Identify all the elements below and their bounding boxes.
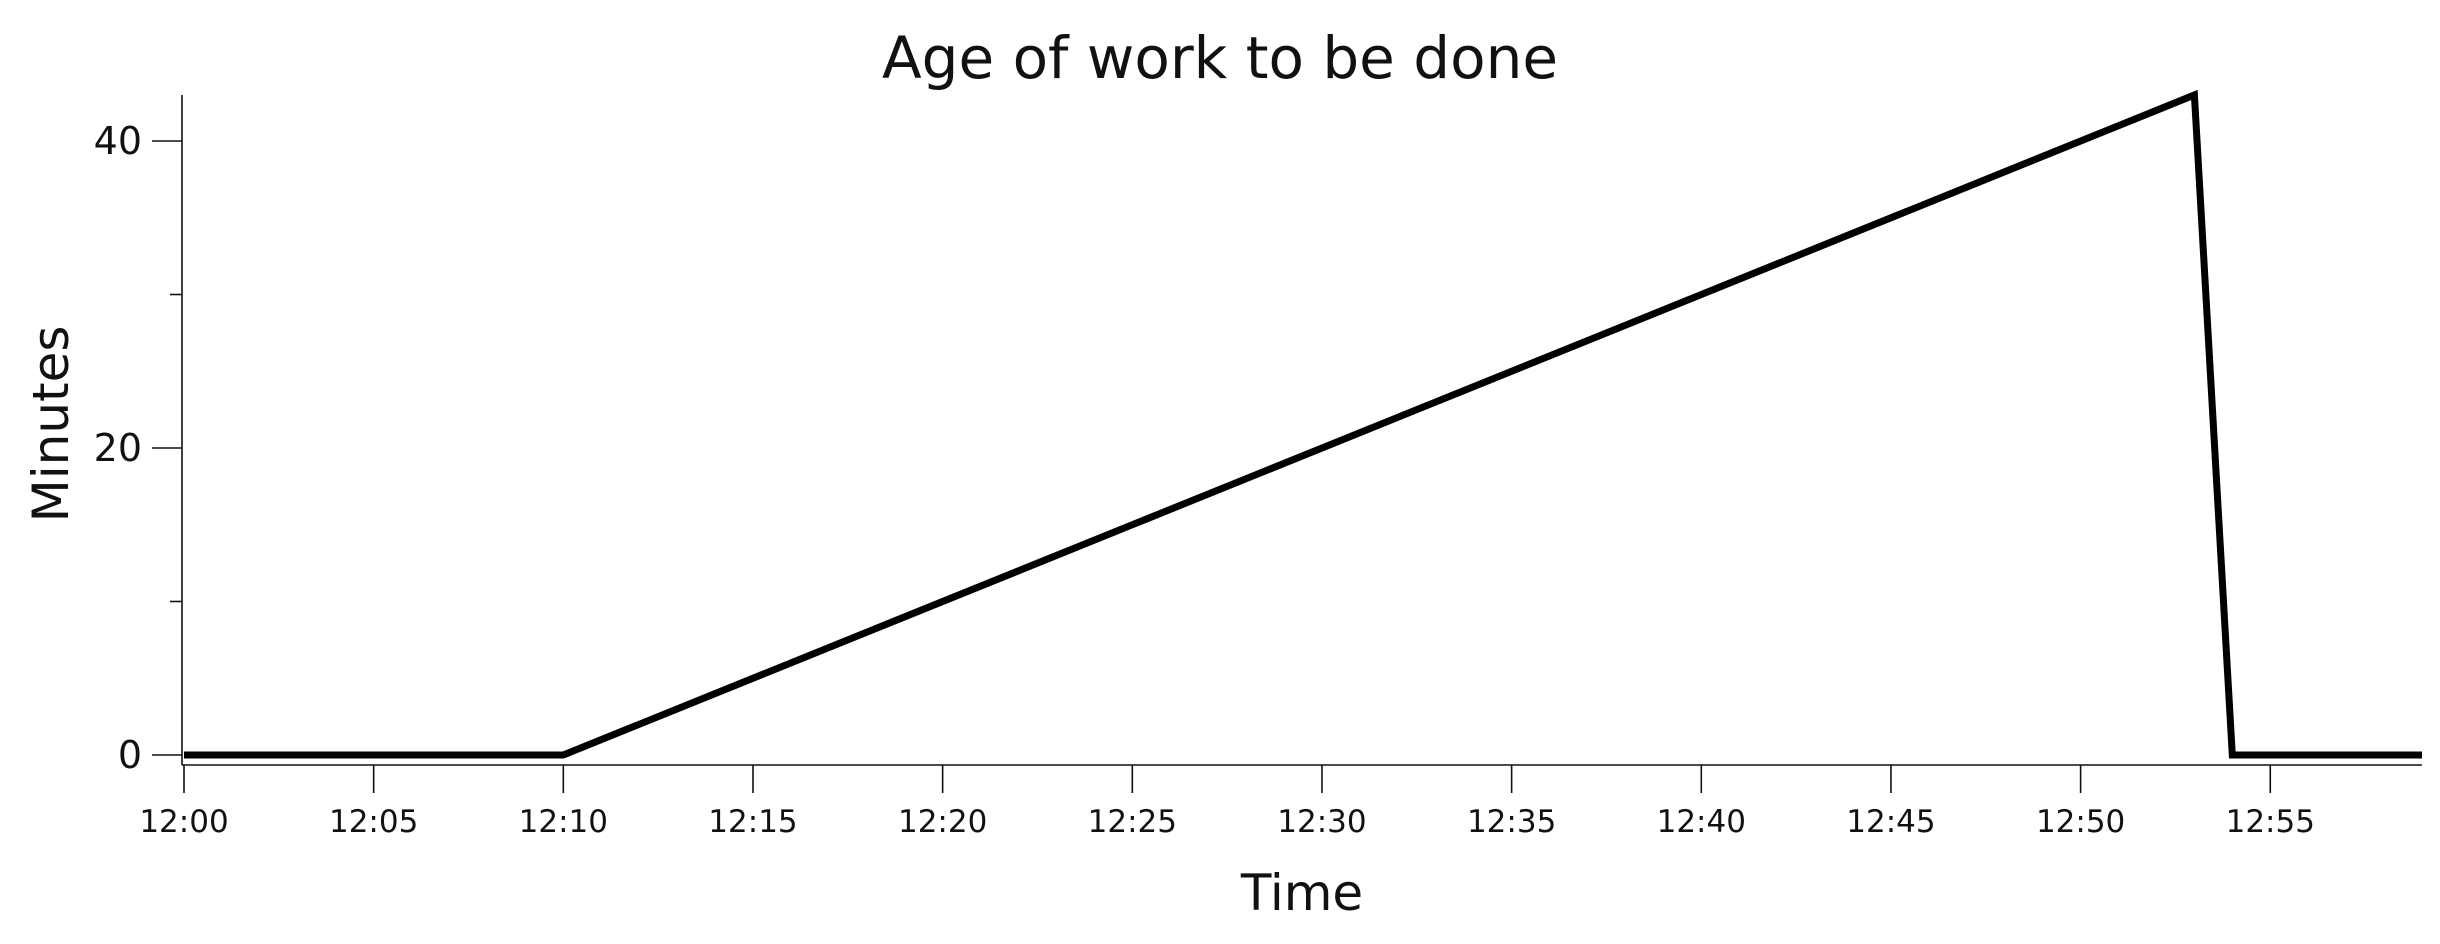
x-tick-label: 12:00	[139, 804, 228, 840]
x-tick-label: 12:30	[1277, 804, 1366, 840]
x-tick-label: 12:10	[519, 804, 608, 840]
y-axis-label: Minutes	[22, 326, 80, 523]
chart-title: Age of work to be done	[882, 24, 1558, 92]
x-tick-label: 12:05	[329, 804, 418, 840]
axes: 12:00 12:05 12:10 12:15 12:20 12:25 12:30 12:35…	[94, 95, 2422, 840]
x-tick-label: 12:50	[2036, 804, 2125, 840]
x-axis-label: Time	[1240, 864, 1363, 922]
series-line	[184, 89, 2422, 759]
x-tick-label: 12:20	[898, 804, 987, 840]
x-tick-label: 12:15	[708, 804, 797, 840]
x-tick-label: 12:35	[1467, 804, 1556, 840]
x-tick-label: 12:45	[1846, 804, 1935, 840]
y-tick-label: 40	[94, 119, 142, 163]
y-tick-label: 20	[94, 426, 142, 470]
series-layer	[184, 89, 2422, 759]
x-tick-label: 12:55	[2226, 804, 2315, 840]
x-tick-label: 12:25	[1088, 804, 1177, 840]
y-tick-label: 0	[118, 733, 142, 777]
x-tick-label: 12:40	[1657, 804, 1746, 840]
